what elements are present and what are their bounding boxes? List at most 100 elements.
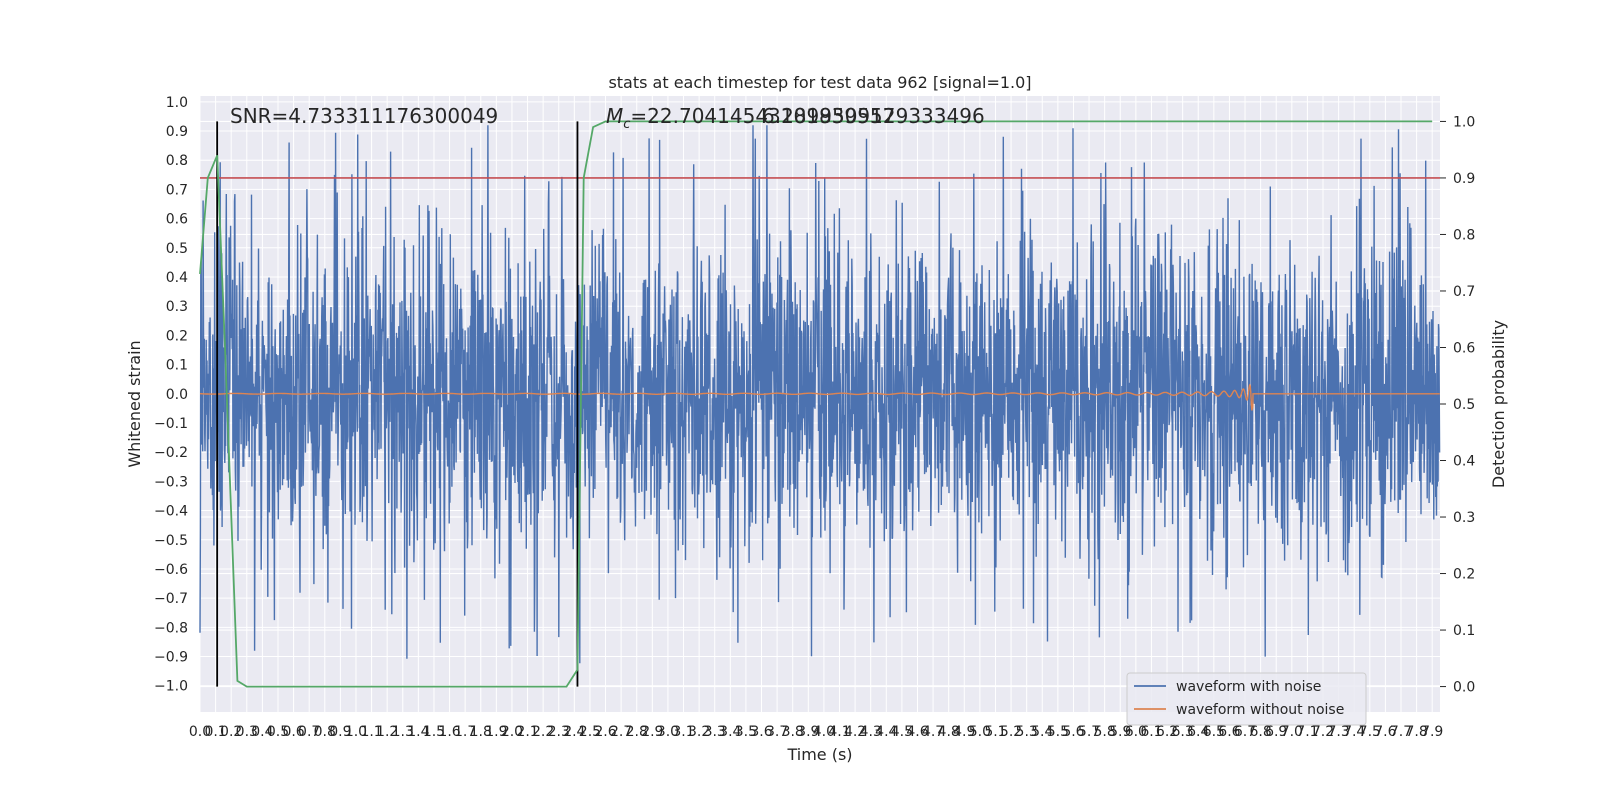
- x-tick-label: 7.7: [1390, 724, 1412, 740]
- x-tick-label: 6.0: [1125, 724, 1147, 740]
- x-tick-label: 4.2: [844, 724, 866, 740]
- x-tick-label: 0.7: [298, 724, 320, 740]
- y2-tick-label: 0.8: [1453, 227, 1475, 243]
- y2-tick-label: 0.6: [1453, 340, 1475, 356]
- x-tick-label: 3.2: [688, 724, 710, 740]
- y2-tick-label: 0.9: [1453, 171, 1475, 187]
- x-tick-label: 0.2: [220, 724, 242, 740]
- y-tick-labels: 1.0 0.9 0.8 0.7 0.6 0.5 0.4 0.3 0.2 0.1 0.0 −0.1 −0.…: [154, 95, 188, 695]
- x-tick-label: 0.5: [267, 724, 289, 740]
- x-tick-label: 1.0: [345, 724, 367, 740]
- legend-box: [1126, 672, 1367, 726]
- x-tick-label: 1.8: [470, 724, 492, 740]
- x-tick-label: 3.3: [704, 724, 726, 740]
- snr-annotation: SNR=4.733311176300049: [230, 104, 498, 128]
- x-tick-label: 5.5: [1047, 724, 1069, 740]
- y-tick-label: 0.8: [166, 153, 188, 169]
- x-tick-label: 5.7: [1078, 724, 1100, 740]
- x-tick-label: 0.4: [251, 724, 273, 740]
- x-tick-label: 5.8: [1094, 724, 1116, 740]
- x-tick-label: 5.6: [1062, 724, 1084, 740]
- x-tick-label: 4.6: [906, 724, 928, 740]
- x-tick-label: 1.6: [438, 724, 460, 740]
- y-tick-label: −0.9: [154, 650, 188, 666]
- y-tick-label: −0.1: [154, 416, 188, 432]
- y-tick-label: −0.3: [154, 474, 188, 490]
- x-tick-label: 3.4: [719, 724, 741, 740]
- x-tick-label: 2.7: [610, 724, 632, 740]
- chirp-mass-subscript: c: [623, 117, 630, 132]
- x-tick-label: 2.3: [548, 724, 570, 740]
- x-tick-label: 3.9: [797, 724, 819, 740]
- x-tick-label: 5.0: [969, 724, 991, 740]
- x-tick-labels: 0.00.10.20.30.40.50.60.70.80.91.01.11.21…: [189, 724, 1443, 740]
- y2-tick-labels: 1.0 0.9 0.8 0.7 0.6 0.5 0.4 0.3 0.2 0.1 0.0: [1453, 114, 1475, 695]
- x-tick-label: 4.1: [828, 724, 850, 740]
- y2-tick-label: 0.5: [1453, 397, 1475, 413]
- y-tick-label: 0.6: [166, 212, 188, 228]
- chirp-mass-overlap-annotation: 6.2899509129333496: [762, 104, 985, 128]
- x-tick-label: 3.0: [657, 724, 679, 740]
- y2-tick-label: 0.1: [1453, 623, 1475, 639]
- x-tick-label: 4.4: [875, 724, 897, 740]
- x-tick-label: 2.8: [626, 724, 648, 740]
- x-tick-label: 6.7: [1234, 724, 1256, 740]
- x-tick-label: 7.6: [1374, 724, 1396, 740]
- x-tick-label: 4.9: [953, 724, 975, 740]
- x-tick-label: 3.1: [672, 724, 694, 740]
- x-tick-label: 1.3: [392, 724, 414, 740]
- x-tick-label: 4.5: [891, 724, 913, 740]
- y-axis-label: Whitened strain: [125, 340, 144, 467]
- x-tick-label: 7.8: [1405, 724, 1427, 740]
- x-tick-label: 5.4: [1031, 724, 1053, 740]
- x-tick-label: 7.1: [1296, 724, 1318, 740]
- x-tick-label: 3.8: [782, 724, 804, 740]
- y-tick-label: −0.7: [154, 591, 188, 607]
- x-axis-label: Time (s): [786, 745, 852, 764]
- x-tick-label: 6.5: [1203, 724, 1225, 740]
- x-tick-label: 5.9: [1109, 724, 1131, 740]
- x-tick-label: 6.2: [1156, 724, 1178, 740]
- x-tick-label: 6.6: [1218, 724, 1240, 740]
- y-tick-label: −0.5: [154, 533, 188, 549]
- x-tick-label: 0.1: [204, 724, 226, 740]
- y-tick-label: −0.2: [154, 445, 188, 461]
- y-tick-label: −0.8: [154, 620, 188, 636]
- x-tick-label: 2.4: [563, 724, 585, 740]
- x-tick-label: 0.3: [236, 724, 258, 740]
- y-tick-label: −0.4: [154, 504, 188, 520]
- x-tick-label: 5.3: [1016, 724, 1038, 740]
- x-tick-label: 2.2: [532, 724, 554, 740]
- y-tick-label: 0.5: [166, 241, 188, 257]
- x-tick-label: 3.5: [735, 724, 757, 740]
- x-tick-label: 2.9: [641, 724, 663, 740]
- y-tick-label: 0.3: [166, 299, 188, 315]
- x-tick-label: 1.1: [360, 724, 382, 740]
- x-tick-label: 6.8: [1249, 724, 1271, 740]
- legend-label-waveform-with-noise: waveform with noise: [1176, 679, 1321, 695]
- y-tick-label: 0.7: [166, 182, 188, 198]
- x-tick-label: 7.5: [1359, 724, 1381, 740]
- x-tick-label: 0.9: [329, 724, 351, 740]
- legend-label-waveform-without-noise: waveform without noise: [1176, 702, 1344, 718]
- x-tick-label: 0.8: [314, 724, 336, 740]
- y-tick-label: 1.0: [166, 95, 188, 111]
- y-tick-label: 0.2: [166, 328, 188, 344]
- x-tick-label: 3.7: [766, 724, 788, 740]
- x-tick-label: 6.9: [1265, 724, 1287, 740]
- x-tick-label: 4.0: [813, 724, 835, 740]
- x-tick-label: 7.4: [1343, 724, 1365, 740]
- x-tick-label: 6.4: [1187, 724, 1209, 740]
- y-tick-label: 0.9: [166, 124, 188, 140]
- y2-tick-label: 1.0: [1453, 114, 1475, 130]
- x-tick-label: 1.4: [407, 724, 429, 740]
- x-tick-label: 7.2: [1312, 724, 1334, 740]
- x-tick-label: 2.6: [594, 724, 616, 740]
- x-tick-label: 7.9: [1421, 724, 1443, 740]
- x-tick-label: 1.7: [454, 724, 476, 740]
- y2-tick-label: 0.7: [1453, 284, 1475, 300]
- chirp-mass-annotation: Mc=22.70414543101839557: [606, 104, 895, 132]
- x-tick-label: 4.3: [860, 724, 882, 740]
- y-tick-label: −1.0: [154, 679, 188, 695]
